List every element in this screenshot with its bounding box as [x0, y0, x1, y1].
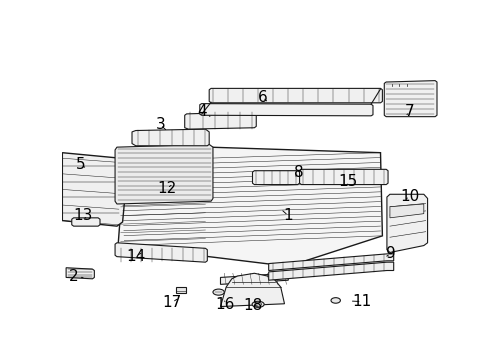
Polygon shape [62, 153, 128, 226]
Polygon shape [115, 144, 213, 204]
Polygon shape [268, 254, 393, 270]
Text: 3: 3 [155, 117, 165, 132]
Polygon shape [384, 81, 436, 117]
Text: 18: 18 [243, 298, 262, 314]
Text: 13: 13 [73, 208, 93, 223]
Text: 12: 12 [157, 181, 176, 196]
Polygon shape [386, 194, 427, 252]
Polygon shape [220, 273, 288, 284]
Text: 14: 14 [126, 249, 145, 264]
Text: 15: 15 [337, 174, 357, 189]
Polygon shape [252, 171, 299, 185]
Text: 11: 11 [351, 294, 370, 309]
Text: 6: 6 [257, 90, 267, 105]
Text: 2: 2 [69, 269, 83, 284]
Text: 8: 8 [293, 166, 303, 180]
Polygon shape [72, 218, 100, 226]
Polygon shape [389, 204, 423, 218]
Polygon shape [209, 89, 382, 103]
Text: 17: 17 [163, 295, 182, 310]
Polygon shape [115, 243, 207, 262]
Text: 1: 1 [282, 208, 292, 223]
Polygon shape [66, 268, 94, 279]
Ellipse shape [213, 289, 224, 295]
Text: 16: 16 [215, 297, 235, 312]
Text: 9: 9 [385, 246, 395, 261]
Ellipse shape [252, 301, 264, 307]
Polygon shape [132, 129, 209, 146]
Polygon shape [184, 112, 256, 129]
Polygon shape [176, 287, 185, 293]
Text: 7: 7 [404, 104, 413, 120]
Polygon shape [118, 147, 382, 266]
Text: 4: 4 [197, 104, 209, 119]
Text: 10: 10 [399, 189, 418, 204]
Polygon shape [268, 262, 393, 280]
Polygon shape [299, 169, 387, 185]
Text: 5: 5 [76, 157, 86, 172]
Polygon shape [200, 104, 372, 116]
Ellipse shape [330, 298, 340, 303]
Polygon shape [220, 273, 284, 306]
